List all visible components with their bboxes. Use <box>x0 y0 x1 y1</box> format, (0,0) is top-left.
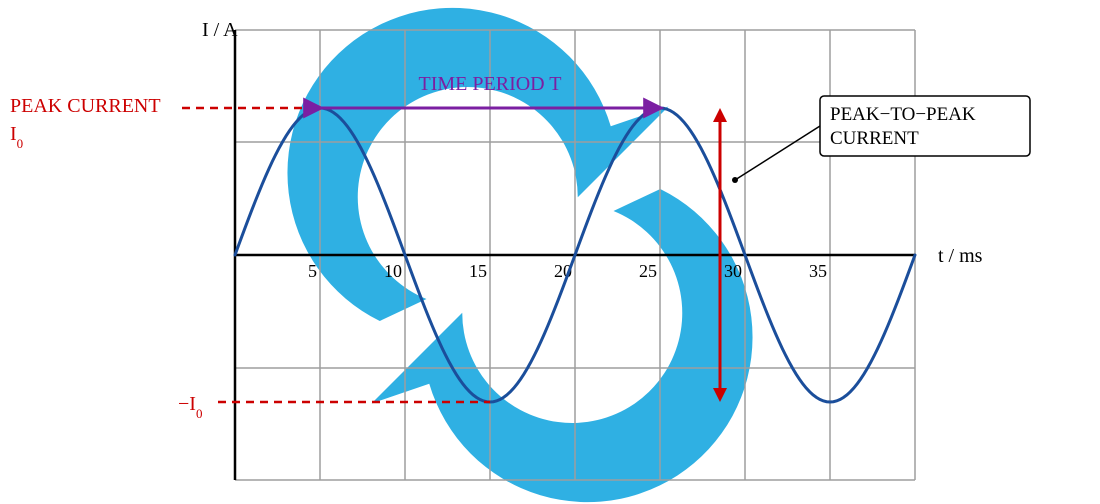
x-tick-label: 25 <box>639 261 657 281</box>
x-tick-label: 35 <box>809 261 827 281</box>
neg-peak-symbol: −I0 <box>178 393 202 421</box>
y-axis-label: I / A <box>202 19 238 41</box>
x-tick-label: 30 <box>724 261 742 281</box>
x-axis-label: t / ms <box>938 245 983 267</box>
x-tick-label: 15 <box>469 261 487 281</box>
peak-current-symbol: I0 <box>10 123 23 151</box>
callout-line1: PEAK−TO−PEAK <box>830 104 976 125</box>
time-period-label: TIME PERIOD T <box>419 73 562 95</box>
x-tick-label: 5 <box>308 261 317 281</box>
peak-current-label: PEAK CURRENT <box>10 95 161 117</box>
callout-leader <box>735 126 820 180</box>
x-tick-label: 10 <box>384 261 402 281</box>
callout-line2: CURRENT <box>830 128 919 149</box>
